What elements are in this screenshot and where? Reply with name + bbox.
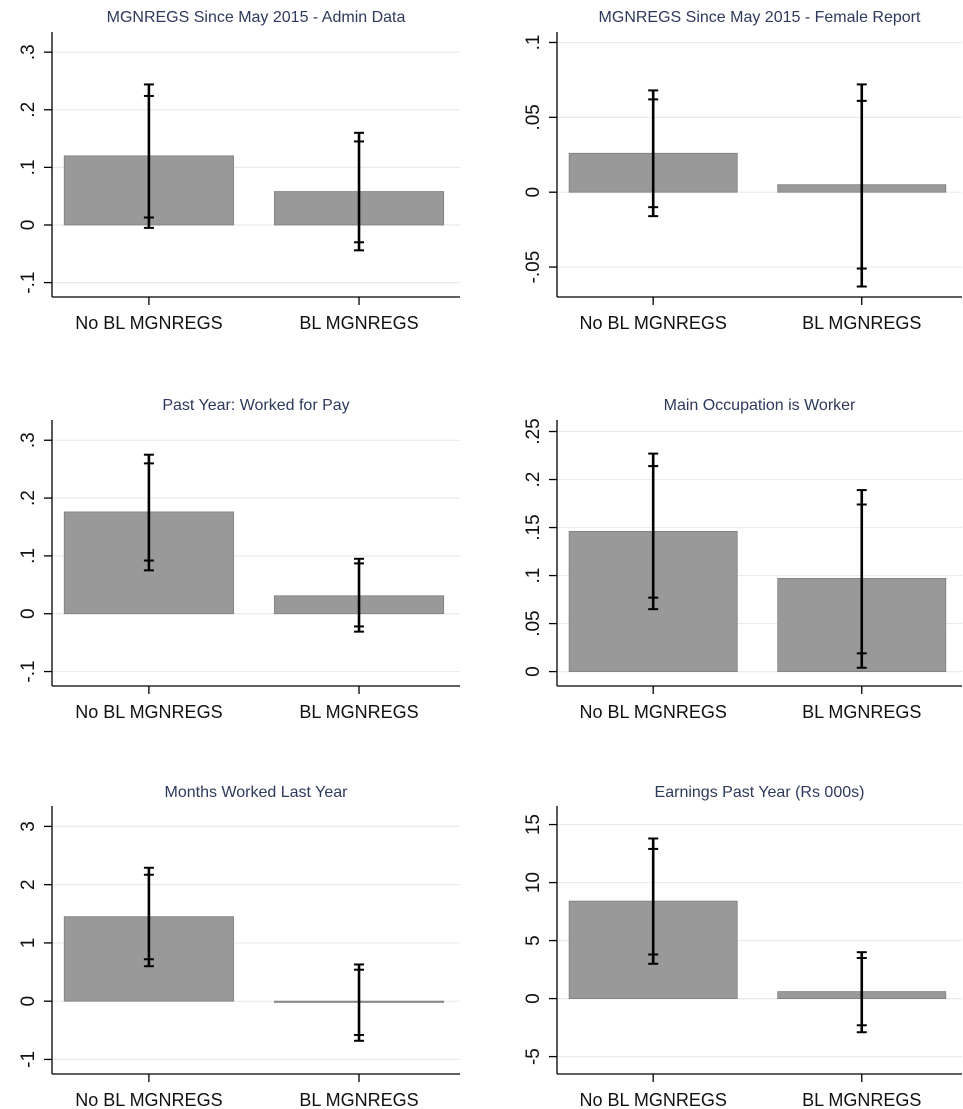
y-tick-label: .15 [523,514,544,540]
x-category-label: BL MGNREGS [299,313,418,333]
y-tick-label: .1 [18,548,39,564]
error-bar [856,489,867,669]
x-category-label: BL MGNREGS [802,1090,921,1109]
error-bar [354,131,365,252]
error-bar [143,453,154,572]
x-category-label: No BL MGNREGS [75,1090,222,1109]
y-tick-label: 0 [523,187,544,198]
panel-3: Past Year: Worked for Pay -.1 0 .1 .2 .3 No BL… [18,397,460,722]
y-tick-label: .25 [523,418,544,444]
y-tick-label: 0 [18,608,39,619]
error-bar [648,452,659,611]
y-tick-label: .3 [18,44,39,60]
panel-title: Main Occupation is Worker [664,397,856,414]
error-bar [354,963,365,1042]
y-tick-label: -.1 [18,660,39,682]
y-tick-label: 0 [18,996,39,1007]
y-tick-label: 5 [523,935,544,946]
panel-1: MGNREGS Since May 2015 - Admin Data -.1 0.… [18,9,460,333]
panel-title: MGNREGS Since May 2015 - Admin Data [107,9,406,26]
panel-2: MGNREGS Since May 2015 - Female Report -.… [523,9,962,333]
panel-5: Months Worked Last Year -1 0 1 2 3 No BL MGNRE… [18,784,460,1109]
y-tick-label: -.05 [523,251,544,284]
panel-6: Earnings Past Year (Rs 000s) -5 0 5 10 15 No B… [523,784,962,1109]
error-bar [354,557,365,633]
y-tick-label: 0 [18,220,39,231]
panel-title: Months Worked Last Year [165,784,349,801]
panel-title: Past Year: Worked for Pay [162,397,349,414]
y-tick-label: 1 [18,938,39,949]
x-category-label: No BL MGNREGS [580,313,727,333]
y-tick-label: 0 [523,666,544,677]
y-tick-label: .1 [18,159,39,175]
x-category-label: No BL MGNREGS [75,313,222,333]
error-bar [648,837,659,965]
y-tick-label: .2 [18,102,39,118]
y-tick-label: -1 [18,1051,39,1068]
x-category-label: BL MGNREGS [299,702,418,722]
y-tick-label: .1 [523,568,544,584]
y-tick-label: 2 [18,879,39,890]
x-category-label: BL MGNREGS [299,1090,418,1109]
y-tick-label: 3 [18,821,39,832]
panel-4: Main Occupation is Worker 0 .05 .1 .15 .2 .25 N… [523,397,962,722]
y-tick-label: .05 [523,610,544,636]
y-tick-label: .3 [18,432,39,448]
y-tick-label: .2 [523,472,544,488]
error-bar [143,83,154,229]
y-tick-label: 0 [523,993,544,1004]
x-category-label: BL MGNREGS [802,702,921,722]
panel-title: Earnings Past Year (Rs 000s) [655,784,865,801]
y-tick-label: 10 [523,872,544,893]
panel-title: MGNREGS Since May 2015 - Female Report [599,9,921,26]
y-tick-label: .05 [523,104,544,130]
x-category-label: BL MGNREGS [802,313,921,333]
y-tick-label: .2 [18,490,39,506]
y-tick-label: .1 [523,35,544,51]
error-bar [143,866,154,968]
y-tick-label: -5 [523,1048,544,1065]
x-category-label: No BL MGNREGS [580,702,727,722]
error-bar [856,83,867,288]
x-category-label: No BL MGNREGS [75,702,222,722]
x-category-label: No BL MGNREGS [580,1090,727,1109]
y-tick-label: 15 [523,814,544,835]
error-bar [648,89,659,218]
error-bar [856,951,867,1034]
y-tick-label: -.1 [18,272,39,294]
